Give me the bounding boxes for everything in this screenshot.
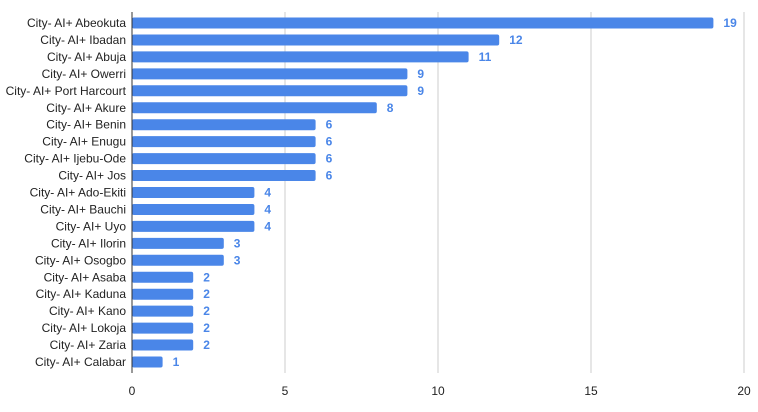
data-label: 2 <box>203 287 210 301</box>
category-label: City- AI+ Abeokuta <box>27 16 126 30</box>
x-tick-label: 20 <box>737 384 751 398</box>
bar <box>132 119 316 131</box>
data-label: 4 <box>264 186 271 200</box>
x-tick-label: 15 <box>584 384 598 398</box>
category-label: City- AI+ Calabar <box>35 355 126 369</box>
bar <box>132 170 316 182</box>
category-label: City- AI+ Ijebu-Ode <box>24 152 126 166</box>
data-label: 6 <box>326 135 333 149</box>
category-label: City- AI+ Ibadan <box>40 33 126 47</box>
category-label: City- AI+ Jos <box>58 169 126 183</box>
category-label: City- AI+ Lokoja <box>42 321 127 335</box>
category-label: City- AI+ Owerri <box>42 67 126 81</box>
data-label: 4 <box>264 202 271 216</box>
bar <box>132 136 316 148</box>
category-label: City- AI+ Kano <box>49 304 126 318</box>
bar <box>132 271 194 283</box>
bar <box>132 237 224 249</box>
bar <box>132 51 469 63</box>
bar <box>132 288 194 300</box>
data-label: 1 <box>173 355 180 369</box>
category-label: City- AI+ Akure <box>46 101 126 115</box>
data-label: 6 <box>326 118 333 132</box>
data-label: 3 <box>234 236 241 250</box>
data-label: 2 <box>203 338 210 352</box>
data-label: 6 <box>326 169 333 183</box>
category-label: City- AI+ Abuja <box>47 50 126 64</box>
category-label: City- AI+ Osogbo <box>35 253 126 267</box>
data-label: 12 <box>509 33 523 47</box>
category-label: City- AI+ Bauchi <box>40 202 126 216</box>
bar <box>132 34 500 46</box>
bar <box>132 68 408 80</box>
bar <box>132 339 194 351</box>
bar <box>132 85 408 97</box>
bar <box>132 356 163 368</box>
data-label: 2 <box>203 321 210 335</box>
data-label: 11 <box>479 50 492 64</box>
data-label: 4 <box>264 219 271 233</box>
bar <box>132 220 255 232</box>
bar <box>132 254 224 266</box>
grid-layer <box>284 12 745 373</box>
category-label: City- AI+ Port Harcourt <box>6 84 127 98</box>
bar <box>132 153 316 165</box>
x-tick-label: 0 <box>129 384 136 398</box>
x-tick-label: 10 <box>431 384 445 398</box>
data-label: 9 <box>417 84 424 98</box>
data-label: 3 <box>234 253 241 267</box>
data-label: 8 <box>387 101 394 115</box>
axis-layer: 0 5 10 15 20 <box>129 12 751 398</box>
bar <box>132 203 255 215</box>
bar <box>132 322 194 334</box>
category-label: City- AI+ Ilorin <box>51 236 126 250</box>
category-label: City- AI+ Enugu <box>42 135 126 149</box>
data-label: 2 <box>203 304 210 318</box>
bar <box>132 187 255 198</box>
bar <box>132 17 714 29</box>
category-label: City- AI+ Benin <box>46 118 126 132</box>
category-label: City- AI+ Ado-Ekiti <box>30 186 126 200</box>
bar <box>132 102 377 114</box>
x-tick-label: 5 <box>282 384 289 398</box>
data-label: 2 <box>203 270 210 284</box>
category-label: City- AI+ Uyo <box>56 219 127 233</box>
bars-layer <box>132 17 714 368</box>
data-label: 6 <box>326 152 333 166</box>
category-label: City- AI+ Kaduna <box>36 287 127 301</box>
category-label: City- AI+ Zaria <box>50 338 127 352</box>
data-label: 19 <box>723 16 737 30</box>
category-label: City- AI+ Asaba <box>44 270 127 284</box>
data-label: 9 <box>417 67 424 81</box>
bar <box>132 305 194 317</box>
